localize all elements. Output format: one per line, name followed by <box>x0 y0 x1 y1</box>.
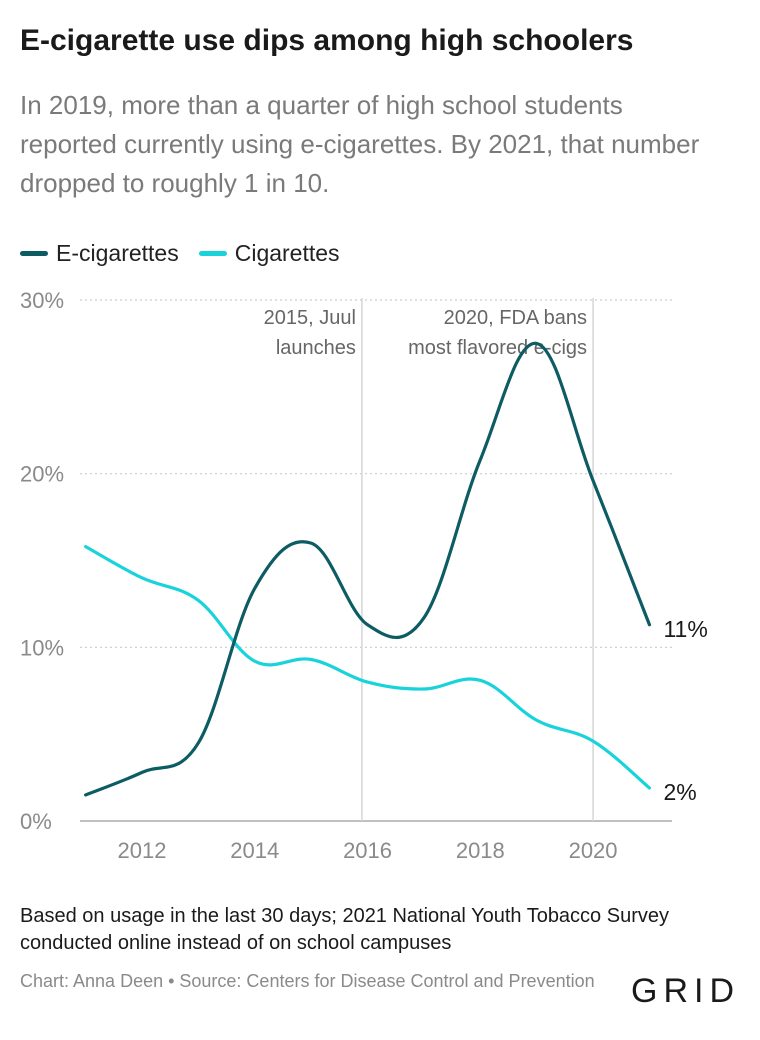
annotation-text: 2015, Juul <box>264 307 356 329</box>
source-credit: Chart: Anna Deen • Source: Centers for D… <box>20 971 595 991</box>
x-tick-label: 2012 <box>118 838 167 863</box>
annotation-text: launches <box>276 337 356 359</box>
footnote: Based on usage in the last 30 days; 2021… <box>20 905 669 954</box>
chart-subtitle: In 2019, more than a quarter of high sch… <box>20 90 700 198</box>
legend-swatch-cig <box>198 251 227 256</box>
x-tick-label: 2018 <box>456 838 505 863</box>
x-tick-label: 2020 <box>569 838 618 863</box>
legend-item-ecig: E-cigarettes <box>20 240 179 267</box>
chart-title: E-cigarette use dips among high schooler… <box>20 24 634 57</box>
end-label-cig: 2% <box>663 779 696 805</box>
legend-label-ecig: E-cigarettes <box>56 240 179 266</box>
grid-logo: GRID <box>631 972 740 1010</box>
x-tick-label: 2014 <box>230 838 279 863</box>
y-tick-label: 0% <box>20 809 52 834</box>
annotation-text: 2020, FDA bans <box>444 307 587 329</box>
y-tick-label: 10% <box>20 635 64 660</box>
line-chart: 0% 10% 20% 30% 2012 2014 2016 2018 2020 2015, Juu… <box>20 288 708 863</box>
annotation-text: most flavored e-cigs <box>408 337 587 359</box>
end-label-ecig: 11% <box>663 616 707 642</box>
x-tick-label: 2016 <box>343 838 392 863</box>
legend: E-cigarettes Cigarettes <box>20 240 340 267</box>
y-tick-label: 20% <box>20 462 64 487</box>
legend-item-cig: Cigarettes <box>198 240 340 267</box>
y-tick-label: 30% <box>20 288 64 313</box>
series-line-ecig <box>84 341 652 797</box>
series-line-cig <box>84 545 652 790</box>
legend-swatch-ecig <box>20 251 48 256</box>
legend-label-cig: Cigarettes <box>234 240 340 266</box>
